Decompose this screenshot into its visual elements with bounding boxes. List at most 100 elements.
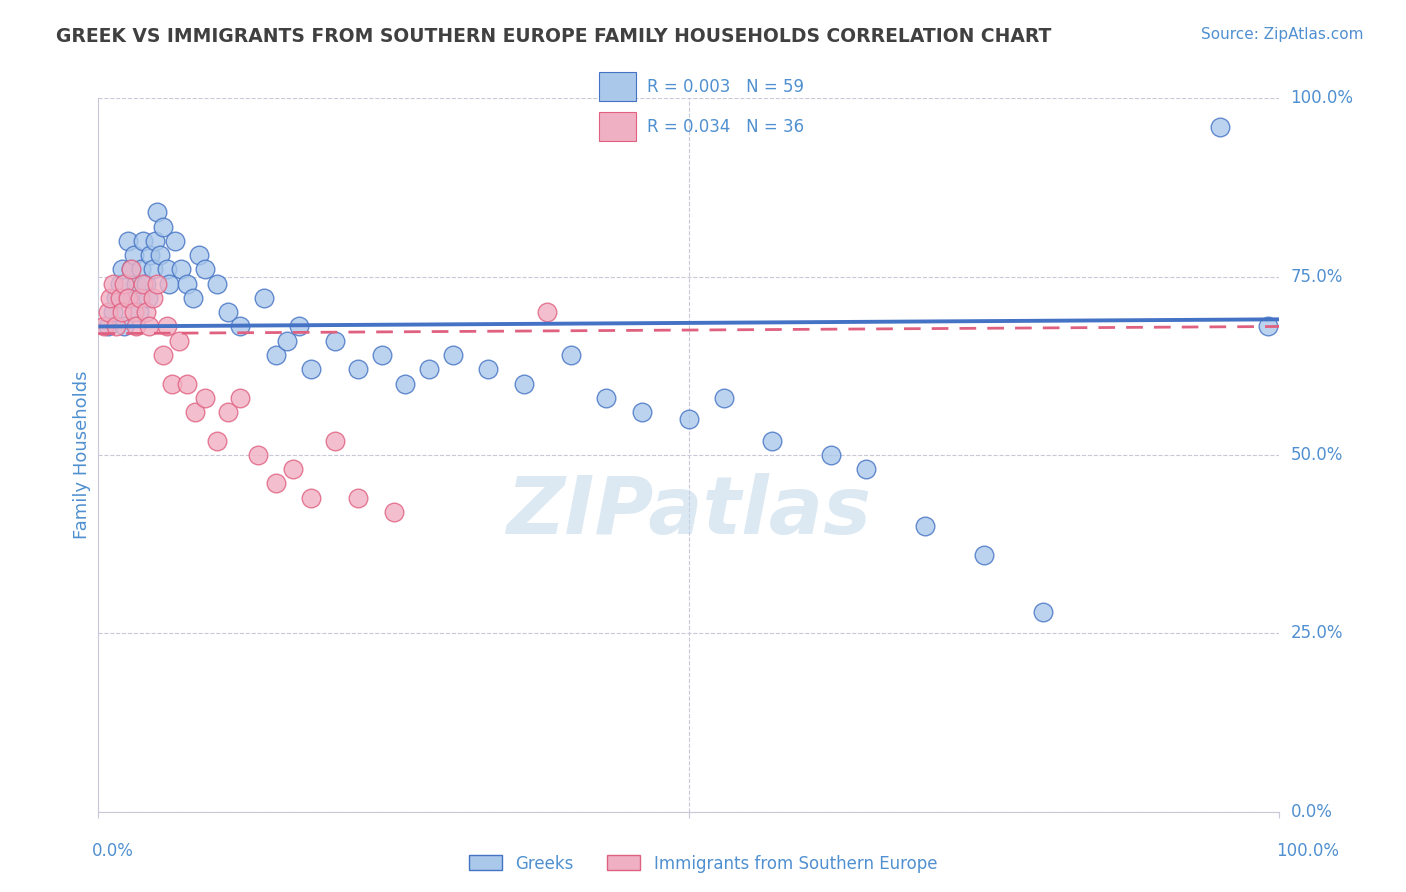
Text: 50.0%: 50.0%	[1291, 446, 1343, 464]
Text: 0.0%: 0.0%	[91, 842, 134, 860]
Point	[323, 434, 346, 448]
Point	[112, 277, 135, 291]
Point	[512, 376, 534, 391]
Point	[105, 319, 128, 334]
Point	[132, 277, 155, 291]
Point	[97, 319, 120, 334]
Point	[125, 277, 148, 291]
Point	[205, 277, 228, 291]
Point	[132, 234, 155, 248]
Point	[323, 334, 346, 348]
Text: R = 0.003   N = 59: R = 0.003 N = 59	[647, 78, 804, 95]
Point	[229, 319, 252, 334]
Point	[246, 448, 269, 462]
Text: ZIPatlas: ZIPatlas	[506, 473, 872, 551]
Point	[111, 262, 134, 277]
Point	[194, 262, 217, 277]
Point	[264, 476, 287, 491]
Point	[181, 291, 204, 305]
Point	[98, 291, 121, 305]
Point	[117, 291, 139, 305]
Point	[170, 262, 193, 277]
Point	[142, 262, 165, 277]
Point	[138, 319, 160, 334]
Point	[820, 448, 842, 462]
Text: Source: ZipAtlas.com: Source: ZipAtlas.com	[1201, 27, 1364, 42]
Point	[536, 305, 558, 319]
Point	[149, 248, 172, 262]
Point	[229, 391, 252, 405]
Text: GREEK VS IMMIGRANTS FROM SOUTHERN EUROPE FAMILY HOUSEHOLDS CORRELATION CHART: GREEK VS IMMIGRANTS FROM SOUTHERN EUROPE…	[56, 27, 1052, 45]
Point	[112, 319, 135, 334]
Point	[441, 348, 464, 362]
Point	[299, 362, 322, 376]
Text: 0.0%: 0.0%	[1291, 803, 1333, 821]
Point	[347, 491, 370, 505]
Point	[477, 362, 499, 376]
Point	[117, 291, 139, 305]
Point	[761, 434, 783, 448]
Point	[855, 462, 877, 476]
Point	[973, 548, 995, 562]
Point	[187, 248, 209, 262]
Point	[146, 277, 169, 291]
Point	[184, 405, 207, 419]
Point	[97, 305, 120, 319]
Point	[418, 362, 440, 376]
Point	[288, 319, 311, 334]
Point	[394, 376, 416, 391]
Point	[283, 462, 305, 476]
Point	[139, 248, 162, 262]
Text: 100.0%: 100.0%	[1277, 842, 1339, 860]
FancyBboxPatch shape	[599, 72, 636, 101]
Point	[146, 205, 169, 219]
Text: R = 0.034   N = 36: R = 0.034 N = 36	[647, 118, 804, 136]
Legend: Greeks, Immigrants from Southern Europe: Greeks, Immigrants from Southern Europe	[463, 848, 943, 880]
Point	[101, 277, 124, 291]
Point	[299, 491, 322, 505]
Point	[382, 505, 405, 519]
Point	[135, 305, 157, 319]
Point	[108, 291, 131, 305]
Point	[156, 262, 179, 277]
Point	[167, 334, 190, 348]
Point	[128, 305, 150, 319]
Text: 100.0%: 100.0%	[1291, 89, 1354, 107]
Point	[152, 348, 174, 362]
Y-axis label: Family Households: Family Households	[73, 371, 91, 539]
Point	[135, 277, 157, 291]
Point	[595, 391, 617, 405]
Point	[142, 291, 165, 305]
Point	[93, 319, 115, 334]
Point	[347, 362, 370, 376]
Point	[122, 248, 145, 262]
Point	[1257, 319, 1279, 334]
Point	[160, 376, 183, 391]
Point	[217, 405, 239, 419]
Point	[156, 319, 179, 334]
Point	[129, 262, 152, 277]
Point	[630, 405, 652, 419]
Point	[253, 291, 276, 305]
Point	[276, 334, 298, 348]
Point	[157, 277, 180, 291]
Point	[122, 305, 145, 319]
Point	[914, 519, 936, 533]
Point	[678, 412, 700, 426]
Point	[121, 262, 143, 277]
Point	[108, 277, 131, 291]
Text: 75.0%: 75.0%	[1291, 268, 1343, 285]
Point	[194, 391, 217, 405]
Point	[264, 348, 287, 362]
Point	[165, 234, 187, 248]
Point	[121, 262, 143, 277]
Point	[1032, 605, 1054, 619]
Point	[117, 234, 139, 248]
Point	[1209, 120, 1232, 134]
Point	[101, 305, 124, 319]
FancyBboxPatch shape	[599, 112, 636, 141]
Point	[176, 376, 198, 391]
Point	[125, 319, 148, 334]
Point	[105, 291, 128, 305]
Point	[143, 234, 166, 248]
